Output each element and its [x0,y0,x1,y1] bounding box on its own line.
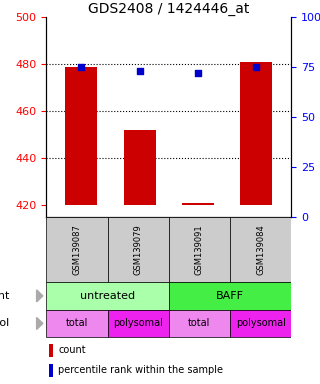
Text: total: total [188,318,211,328]
Text: agent: agent [0,291,10,301]
Bar [124,130,156,205]
Text: total: total [66,318,88,328]
Point [196,70,201,76]
Text: BAFF: BAFF [216,291,244,301]
Text: count: count [58,345,86,355]
Point [79,64,84,70]
Text: polysomal: polysomal [113,318,163,328]
Bar [169,310,230,337]
Text: polysomal: polysomal [236,318,285,328]
Bar [240,62,272,205]
Polygon shape [36,290,43,302]
Bar [108,217,169,282]
Bar [50,364,53,377]
Title: GDS2408 / 1424446_at: GDS2408 / 1424446_at [88,2,250,16]
Bar [46,217,108,282]
Text: GSM139079: GSM139079 [134,224,143,275]
Point [137,68,142,74]
Text: GSM139084: GSM139084 [256,224,265,275]
Bar [46,310,108,337]
Bar [182,203,214,205]
Text: GSM139091: GSM139091 [195,224,204,275]
Bar [169,282,291,310]
Polygon shape [36,318,43,329]
Bar [169,217,230,282]
Bar [108,310,169,337]
Text: percentile rank within the sample: percentile rank within the sample [58,366,223,376]
Text: GSM139087: GSM139087 [73,224,82,275]
Bar [46,282,169,310]
Bar [65,66,97,205]
Bar [230,217,291,282]
Text: protocol: protocol [0,318,10,328]
Text: untreated: untreated [80,291,135,301]
Point [254,64,259,70]
Bar [50,344,53,357]
Bar [230,310,291,337]
